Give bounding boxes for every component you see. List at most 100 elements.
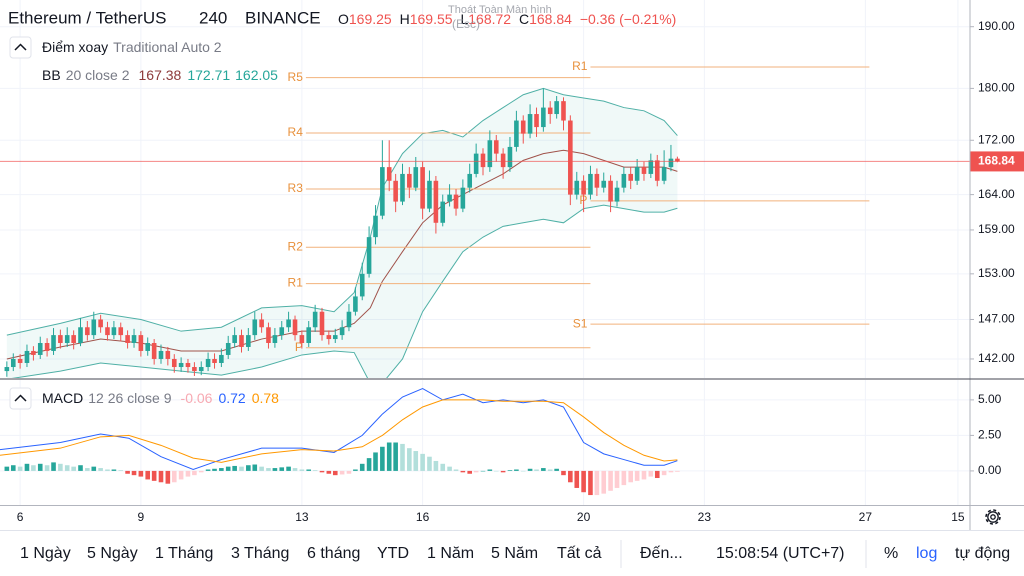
bb-legend: BB 20 close 2 167.38 172.71 162.05 — [42, 67, 278, 83]
candle-body — [561, 101, 566, 121]
candle-body — [520, 120, 526, 134]
histogram-bar — [125, 470, 130, 474]
ohlc-value: 169.25 — [349, 11, 392, 27]
candle-body — [51, 335, 56, 351]
candle-body — [232, 335, 237, 344]
range-button[interactable]: 1 Tháng — [155, 545, 213, 562]
legend-toggle[interactable] — [9, 36, 32, 59]
candle-body — [252, 319, 258, 336]
candle-body — [661, 167, 667, 181]
histogram-bar — [568, 470, 573, 483]
histogram-bar — [105, 469, 110, 471]
histogram-bar — [407, 448, 412, 471]
range-button[interactable]: 5 Ngày — [87, 545, 138, 562]
range-button[interactable]: YTD — [377, 545, 409, 562]
range-button[interactable]: 1 Ngày — [20, 545, 71, 562]
candle-body — [608, 180, 613, 202]
candle-body — [17, 358, 23, 363]
goto-date[interactable]: Đến... — [640, 545, 683, 562]
settings-button[interactable] — [985, 509, 1001, 525]
indicator-params: 20 close 2 — [66, 67, 130, 83]
histogram-bar — [608, 470, 613, 491]
y-tick-label: 164.00 — [978, 187, 1015, 201]
histogram-bar — [601, 470, 607, 494]
x-tick-label: 13 — [295, 510, 309, 524]
histogram-bar — [312, 470, 318, 471]
fullscreen-key[interactable]: (Esc) — [452, 17, 480, 31]
histogram-bar — [621, 470, 627, 486]
histogram-bar — [85, 468, 90, 471]
range-button[interactable]: 1 Năm — [427, 545, 474, 562]
scale-option[interactable]: % — [884, 545, 898, 562]
indicator-params: 12 26 close 9 — [88, 390, 171, 406]
candle-body — [453, 194, 459, 209]
candle-body — [507, 146, 513, 168]
scale-option[interactable]: tự động — [955, 545, 1010, 562]
candle-body — [601, 180, 607, 188]
macd-legend-toggle[interactable] — [9, 387, 32, 410]
candle-body — [198, 367, 204, 372]
pivot-label: R3 — [288, 181, 304, 195]
histogram-bar — [165, 470, 171, 484]
candle-body — [621, 173, 627, 188]
candle-body — [400, 173, 405, 202]
histogram-bar — [24, 463, 30, 471]
histogram-bar — [467, 470, 473, 474]
candle-body — [359, 273, 365, 297]
y-tick-label: 159.00 — [978, 222, 1015, 236]
candle-body — [480, 153, 486, 168]
histogram-bar — [91, 466, 97, 471]
ohlc-key: C — [519, 11, 529, 27]
histogram-bar — [232, 465, 237, 471]
histogram-bar — [400, 443, 405, 471]
histogram-bar — [386, 442, 392, 471]
pivot-legend: Điểm xoay Traditional Auto 2 — [42, 39, 222, 55]
candle-body — [594, 173, 600, 188]
clock[interactable]: 15:08:54 (UTC+7) — [716, 545, 845, 562]
range-button[interactable]: Tất cả — [557, 545, 602, 562]
range-button[interactable]: 3 Tháng — [231, 545, 289, 562]
candle-body — [366, 237, 372, 274]
histogram-bar — [225, 466, 231, 471]
histogram-bar — [37, 463, 43, 471]
candle-body — [668, 158, 674, 168]
histogram-bar — [460, 470, 466, 473]
range-button[interactable]: 6 tháng — [307, 545, 360, 562]
candle-body — [487, 140, 493, 168]
histogram-bar — [534, 469, 539, 471]
histogram-bar — [507, 470, 513, 471]
x-tick-label: 23 — [698, 510, 712, 524]
pivot-label: R1 — [288, 276, 304, 290]
histogram-bar — [205, 469, 211, 471]
histogram-bar — [246, 465, 251, 471]
candle-body — [171, 358, 177, 368]
exchange: BINANCE — [245, 8, 321, 27]
range-button[interactable]: 5 Năm — [491, 545, 538, 562]
candle-body — [380, 167, 385, 216]
candle-body — [24, 350, 30, 363]
histogram-bar — [4, 466, 10, 471]
histogram-bar — [480, 470, 486, 472]
last-price-box — [970, 151, 1024, 172]
histogram-bar — [266, 468, 271, 471]
candle-body — [514, 120, 519, 147]
histogram-bar — [453, 469, 459, 471]
candle-body — [239, 335, 244, 347]
scale-option[interactable]: log — [916, 545, 937, 562]
candle-body — [64, 335, 70, 344]
y-tick-label: 142.00 — [978, 351, 1015, 365]
candle-body — [279, 327, 285, 336]
histogram-bar — [500, 470, 506, 473]
candle-body — [205, 358, 211, 368]
histogram-bar — [346, 470, 352, 474]
histogram-bar — [547, 469, 553, 471]
y-tick-label: 180.00 — [978, 81, 1015, 95]
pivot-label: R1 — [572, 59, 588, 73]
histogram-bar — [212, 468, 217, 471]
toolbar: Đến... 15:08:54 (UTC+7) 1 Ngày 5 Ngày 1 Th… — [20, 540, 1010, 568]
indicator-name: BB — [42, 67, 61, 83]
candle-body — [675, 158, 680, 162]
histogram-bar — [44, 465, 50, 471]
fullscreen-hint[interactable]: Thoát Toàn Màn hình — [448, 4, 552, 16]
